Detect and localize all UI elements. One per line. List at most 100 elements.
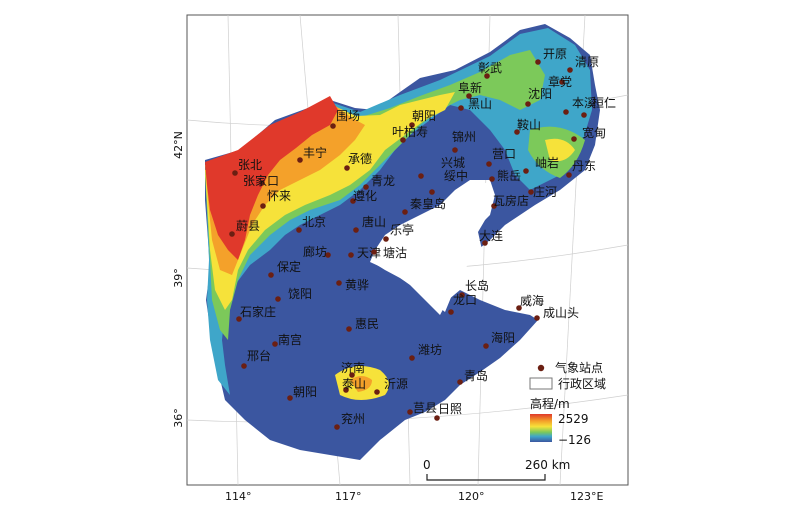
legend: 气象站点 行政区域 高程/m 2529 −126 (529, 360, 606, 447)
lat-tick-36: 36° (172, 408, 185, 428)
lon-tick-123: 123°E (570, 490, 603, 503)
station-label: 大连 (479, 228, 503, 243)
station-dot (429, 189, 435, 195)
station-label: 日照 (438, 402, 462, 416)
station-dot (566, 172, 572, 178)
lat-tick-42: 42°N (172, 131, 185, 159)
station-label: 开原 (543, 47, 567, 61)
station-dot (371, 249, 377, 255)
station-label: 彰武 (478, 60, 502, 75)
station-label: 庄河 (533, 184, 557, 199)
station-label: 瓦房店 (493, 193, 529, 208)
station-label: 沈阳 (528, 86, 552, 101)
station-label: 海阳 (491, 330, 515, 345)
legend-station-label: 气象站点 (555, 360, 603, 375)
station-label: 保定 (277, 259, 301, 274)
station-dot (363, 184, 369, 190)
station-dot (523, 168, 529, 174)
axis-bottom: 114° 117° 120° 123°E (225, 490, 603, 503)
station-dot (528, 189, 534, 195)
station-dot (346, 326, 352, 332)
station-label: 朝阳 (412, 109, 436, 123)
station-dot (457, 379, 463, 385)
region-liaodong-high (545, 138, 575, 162)
station-label: 熊岳 (497, 168, 521, 183)
station-label: 南宫 (278, 332, 302, 347)
station-label: 惠民 (355, 317, 379, 331)
station-dot (489, 176, 495, 182)
station-dot (514, 129, 520, 135)
station-dot (581, 112, 587, 118)
station-dot (418, 173, 424, 179)
station-label: 沂源 (384, 377, 408, 391)
station-label: 唐山 (362, 214, 386, 229)
station-label: 潍坊 (418, 342, 442, 357)
station-label: 绥中 (444, 168, 468, 183)
station-dot (483, 343, 489, 349)
station-dot (259, 180, 265, 186)
station-dot (334, 424, 340, 430)
station-dot (229, 231, 235, 237)
station-dot (482, 240, 488, 246)
legend-elevation-ramp (530, 414, 552, 442)
station-dot (275, 296, 281, 302)
station-label: 黄骅 (345, 278, 369, 292)
station-dot (459, 292, 465, 298)
station-label: 丰宁 (303, 145, 327, 160)
legend-station-symbol (537, 364, 545, 372)
station-dot (343, 387, 349, 393)
axis-left: 42°N 39° 36° (172, 131, 185, 428)
station-label: 蔚县 (236, 219, 260, 233)
station-dot (232, 170, 238, 176)
station-label: 威海 (520, 293, 544, 308)
station-label: 鞍山 (517, 117, 541, 132)
station-dot (486, 161, 492, 167)
station-label: 张家口 (243, 173, 279, 188)
station-label: 龙口 (453, 293, 477, 307)
station-label: 兖州 (341, 411, 365, 426)
lon-tick-120: 120° (458, 490, 485, 503)
legend-boundary-symbol (529, 377, 553, 390)
station-label: 本溪 (572, 96, 596, 110)
station-label: 饶阳 (288, 287, 312, 301)
station-dot (409, 355, 415, 361)
station-label: 丹东 (572, 159, 596, 173)
region-taishan-peak (350, 376, 372, 392)
legend-elevation-min: −126 (558, 433, 591, 447)
station-label: 天津 (357, 246, 381, 260)
station-dot (466, 93, 472, 99)
station-dot (563, 109, 569, 115)
station-dot (567, 67, 573, 73)
station-label: 锦州 (452, 130, 476, 144)
scale-bar-line (426, 474, 546, 481)
station-label: 张北 (238, 158, 262, 172)
station-label: 黑山 (468, 97, 492, 111)
station-dot (535, 59, 541, 65)
station-dot (434, 415, 440, 421)
station-dot (559, 79, 565, 85)
station-dot (348, 252, 354, 258)
legend-elevation-title: 高程/m (530, 396, 570, 411)
station-dot (402, 209, 408, 215)
station-dot (484, 73, 490, 79)
legend-boundary-label: 行政区域 (558, 377, 606, 391)
scale-zero-label: 0 (423, 458, 431, 472)
station-dot (407, 409, 413, 415)
lon-tick-117: 117° (335, 490, 362, 503)
station-label: 营口 (492, 147, 516, 161)
station-label: 朝阳 (293, 385, 317, 399)
station-label: 塘沽 (383, 245, 407, 260)
station-dot (236, 316, 242, 322)
station-dot (458, 105, 464, 111)
station-label: 莒县 (413, 401, 437, 415)
station-dot (241, 363, 247, 369)
station-label: 桓仁 (592, 95, 616, 110)
legend-elevation-max: 2529 (558, 412, 589, 426)
station-dot (571, 136, 577, 142)
station-dot (353, 227, 359, 233)
station-dot (516, 305, 522, 311)
station-dot (268, 272, 274, 278)
lat-tick-39: 39° (172, 268, 185, 288)
